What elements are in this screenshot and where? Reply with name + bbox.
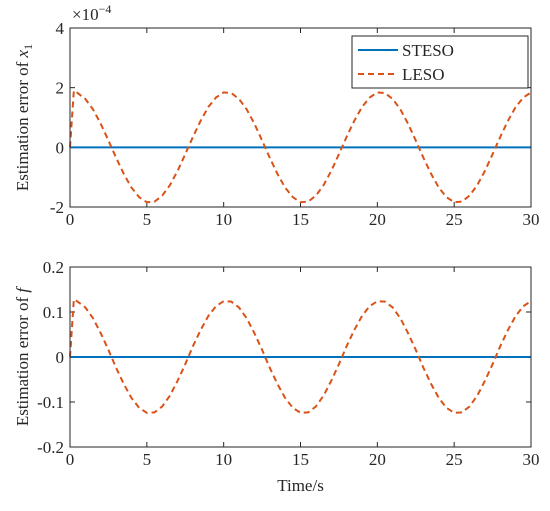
series-line xyxy=(69,297,532,414)
y-tick-label: 2 xyxy=(56,79,65,98)
multiplier-exp: −4 xyxy=(99,2,112,16)
y-tick-label: 0.1 xyxy=(43,303,64,322)
y-label-var: f xyxy=(13,286,32,293)
y-tick-label: -0.1 xyxy=(37,393,64,412)
x-tick-label: 0 xyxy=(66,210,75,229)
legend-box xyxy=(351,35,529,89)
x-axis-label: Time/s xyxy=(277,476,324,495)
legend-label: STESO xyxy=(402,41,454,60)
y-label-text: Estimation error of xyxy=(13,293,32,427)
y-label-sub: 1 xyxy=(21,44,35,50)
y-label-var: x xyxy=(13,49,32,58)
x-tick-label: 30 xyxy=(523,450,540,469)
x-tick-label: 25 xyxy=(446,210,463,229)
y-axis-label: Estimation error of f xyxy=(13,286,32,427)
axes-box xyxy=(69,266,532,448)
y-tick-label: 0 xyxy=(56,348,65,367)
x-tick-label: 0 xyxy=(66,450,75,469)
x-tick-label: 15 xyxy=(292,450,309,469)
x-tick-label: 20 xyxy=(369,450,386,469)
x-tick-label: 5 xyxy=(143,210,152,229)
x-tick-label: 30 xyxy=(523,210,540,229)
y-label-text: Estimation error of xyxy=(13,57,32,191)
x-tick-label: 10 xyxy=(215,210,232,229)
y-tick-label: -0.2 xyxy=(37,438,64,457)
x-tick-label: 20 xyxy=(369,210,386,229)
y-tick-label: 0.2 xyxy=(43,258,64,277)
multiplier-base: ×10 xyxy=(72,5,99,24)
y-tick-label: 0 xyxy=(56,138,65,157)
y-tick-label: 4 xyxy=(56,19,65,38)
y-tick-label: -2 xyxy=(50,198,64,217)
x-tick-label: 5 xyxy=(143,450,152,469)
legend-label: LESO xyxy=(402,65,445,84)
series-line xyxy=(69,88,532,204)
y-multiplier: ×10−4 xyxy=(72,2,111,24)
x-tick-label: 10 xyxy=(215,450,232,469)
axes-box xyxy=(69,27,532,208)
y-axis-label: Estimation error of x1 xyxy=(13,44,35,191)
x-tick-label: 25 xyxy=(446,450,463,469)
x-tick-label: 15 xyxy=(292,210,309,229)
